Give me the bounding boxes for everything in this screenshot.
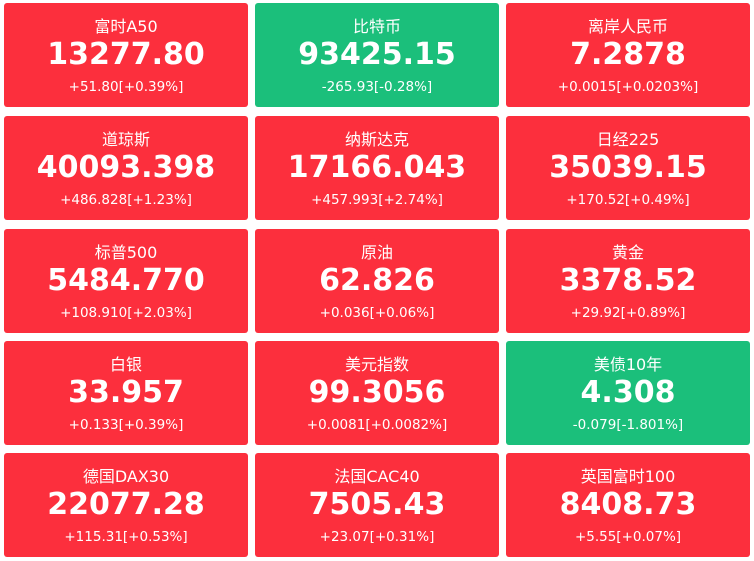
quote-value: 7505.43: [308, 487, 446, 522]
quote-value: 3378.52: [559, 263, 697, 298]
quote-tile[interactable]: 美债10年 4.308 -0.079[-1.801%]: [506, 341, 750, 445]
quote-change: +0.0081[+0.0082%]: [306, 417, 448, 433]
quote-value: 7.2878: [570, 37, 686, 72]
quote-change: +0.0015[+0.0203%]: [557, 79, 699, 95]
quote-tile[interactable]: 黄金 3378.52 +29.92[+0.89%]: [506, 229, 750, 333]
quote-name: 法国CAC40: [334, 467, 420, 486]
quote-value: 33.957: [68, 375, 184, 410]
quote-name: 黄金: [611, 243, 644, 262]
quote-name: 比特币: [352, 17, 401, 36]
quote-name: 德国DAX30: [82, 467, 170, 486]
quote-tile[interactable]: 英国富时100 8408.73 +5.55[+0.07%]: [506, 453, 750, 557]
quote-name: 富时A50: [94, 17, 158, 36]
quote-name: 美元指数: [344, 355, 409, 374]
quote-change: +29.92[+0.89%]: [570, 305, 686, 321]
quote-name: 美债10年: [593, 355, 663, 374]
quote-tile[interactable]: 纳斯达克 17166.043 +457.993[+2.74%]: [255, 116, 499, 220]
quote-tile[interactable]: 法国CAC40 7505.43 +23.07[+0.31%]: [255, 453, 499, 557]
quote-value: 40093.398: [36, 150, 216, 185]
quote-name: 日经225: [596, 130, 660, 149]
quote-change: +486.828[+1.23%]: [60, 192, 192, 208]
quote-change: -265.93[-0.28%]: [321, 79, 433, 95]
quote-value: 99.3056: [308, 375, 446, 410]
quote-tile[interactable]: 德国DAX30 22077.28 +115.31[+0.53%]: [4, 453, 248, 557]
quote-change: +5.55[+0.07%]: [574, 529, 682, 545]
quote-change: +23.07[+0.31%]: [319, 529, 435, 545]
quote-value: 22077.28: [47, 487, 205, 522]
quote-tile[interactable]: 日经225 35039.15 +170.52[+0.49%]: [506, 116, 750, 220]
quote-name: 原油: [360, 243, 393, 262]
quote-tile[interactable]: 美元指数 99.3056 +0.0081[+0.0082%]: [255, 341, 499, 445]
quote-change: +0.036[+0.06%]: [319, 305, 435, 321]
quote-tile[interactable]: 道琼斯 40093.398 +486.828[+1.23%]: [4, 116, 248, 220]
quote-change: +115.31[+0.53%]: [64, 529, 188, 545]
quote-name: 离岸人民币: [587, 17, 668, 36]
quote-name: 标普500: [94, 243, 158, 262]
quote-tile[interactable]: 离岸人民币 7.2878 +0.0015[+0.0203%]: [506, 3, 750, 107]
quote-value: 17166.043: [287, 150, 467, 185]
quote-tile[interactable]: 富时A50 13277.80 +51.80[+0.39%]: [4, 3, 248, 107]
quote-change: +0.133[+0.39%]: [68, 417, 184, 433]
quote-tile[interactable]: 原油 62.826 +0.036[+0.06%]: [255, 229, 499, 333]
quote-change: +457.993[+2.74%]: [311, 192, 443, 208]
quote-value: 4.308: [580, 375, 676, 410]
quote-tile[interactable]: 比特币 93425.15 -265.93[-0.28%]: [255, 3, 499, 107]
quote-tile[interactable]: 白银 33.957 +0.133[+0.39%]: [4, 341, 248, 445]
quote-change: +108.910[+2.03%]: [60, 305, 192, 321]
quote-value: 8408.73: [559, 487, 697, 522]
quote-name: 英国富时100: [580, 467, 676, 486]
quote-value: 35039.15: [549, 150, 707, 185]
quote-change: +51.80[+0.39%]: [68, 79, 184, 95]
quote-change: +170.52[+0.49%]: [566, 192, 690, 208]
quote-tile[interactable]: 标普500 5484.770 +108.910[+2.03%]: [4, 229, 248, 333]
quote-value: 93425.15: [298, 37, 456, 72]
quote-change: -0.079[-1.801%]: [572, 417, 684, 433]
quote-name: 白银: [109, 355, 142, 374]
quote-value: 62.826: [319, 263, 435, 298]
quote-value: 5484.770: [47, 263, 205, 298]
quote-name: 道琼斯: [101, 130, 150, 149]
quote-name: 纳斯达克: [344, 130, 409, 149]
quote-value: 13277.80: [47, 37, 205, 72]
